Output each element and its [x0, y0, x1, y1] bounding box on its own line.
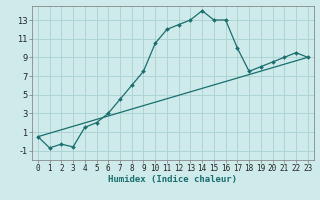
X-axis label: Humidex (Indice chaleur): Humidex (Indice chaleur) [108, 175, 237, 184]
